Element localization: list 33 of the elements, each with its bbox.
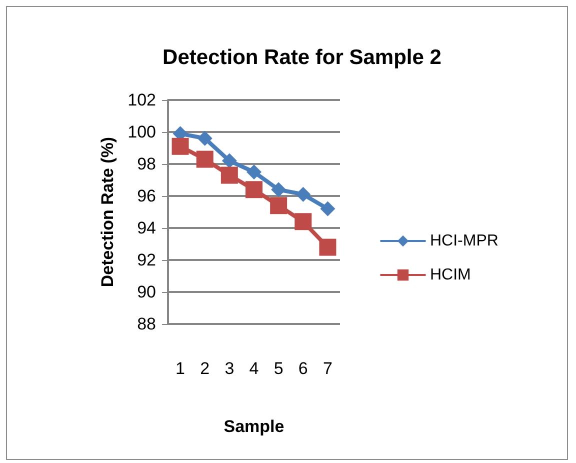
x-tick-label: 6	[298, 359, 308, 378]
point	[197, 130, 212, 146]
y-tick-label: 98	[137, 154, 156, 174]
x-tick-label: 3	[224, 359, 234, 378]
point	[196, 150, 214, 168]
point	[296, 186, 311, 202]
y-tick-label: 100	[128, 122, 156, 142]
point	[270, 197, 288, 214]
x-tick-label: 1	[176, 359, 186, 378]
point	[320, 201, 336, 216]
y-tick-label: 94	[137, 218, 156, 238]
y-tick-label: 88	[137, 314, 156, 334]
chart-title: Detection Rate for Sample 2	[162, 46, 442, 69]
y-tick-label: 102	[128, 90, 156, 110]
y-tick-label: 96	[137, 186, 156, 206]
point	[294, 213, 312, 230]
point	[271, 182, 286, 198]
point	[220, 166, 238, 184]
x-tick-label: 2	[200, 359, 210, 378]
y-tick-label: 90	[137, 282, 156, 302]
point	[319, 238, 336, 256]
y-tick-label: 92	[137, 250, 156, 270]
point	[222, 153, 237, 168]
point	[172, 138, 189, 155]
point	[246, 164, 262, 180]
legend-label: HCI-MPR	[430, 232, 498, 250]
x-axis-title: Sample	[224, 417, 284, 436]
legend-label: HCIM	[430, 266, 471, 284]
point	[246, 181, 262, 198]
x-tick-label: 4	[249, 359, 259, 378]
x-tick-label: 5	[274, 359, 284, 378]
x-tick-label: 7	[322, 359, 332, 378]
y-axis-title: Detection Rate (%)	[98, 136, 117, 288]
